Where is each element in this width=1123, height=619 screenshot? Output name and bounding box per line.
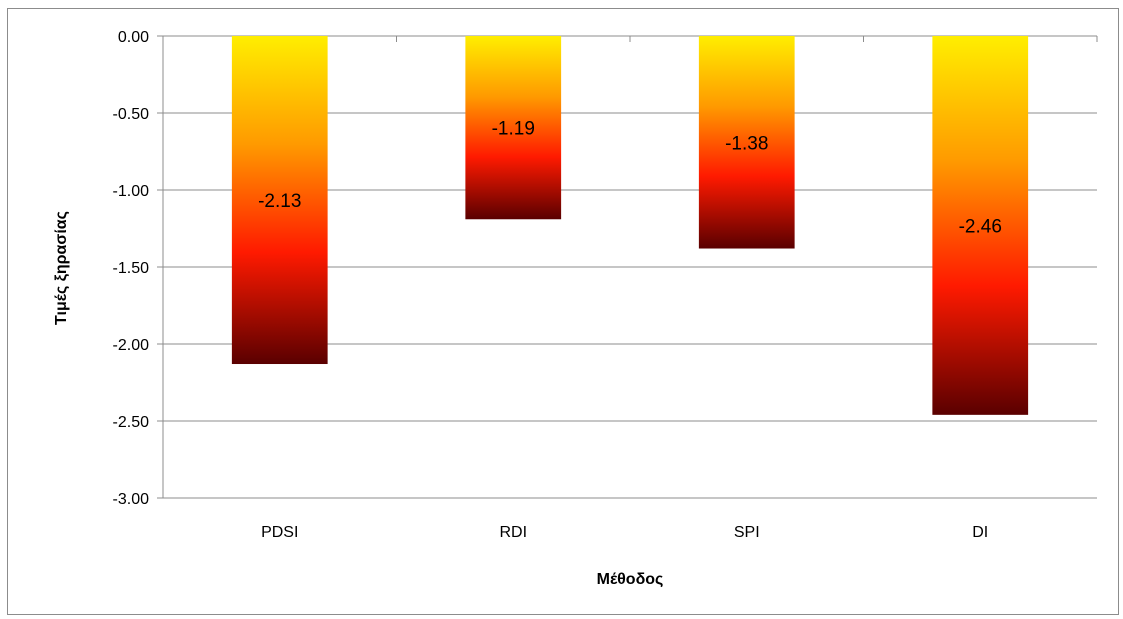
bar xyxy=(932,36,1029,415)
data-label: -1.38 xyxy=(725,133,768,154)
y-tick-label: -0.50 xyxy=(113,106,150,123)
bar xyxy=(698,36,795,249)
y-tick-label: -1.00 xyxy=(113,183,150,200)
bars xyxy=(231,36,1029,415)
x-tick-label: PDSI xyxy=(261,524,298,541)
y-tick-label: -2.00 xyxy=(113,337,150,354)
x-axis-title: Μέθοδος xyxy=(597,571,664,588)
data-label: -2.46 xyxy=(959,216,1002,237)
x-tick-label: SPI xyxy=(734,524,760,541)
data-label: -1.19 xyxy=(492,119,535,140)
y-axis-title: Τιμές ξηρασίας xyxy=(53,211,70,325)
y-tick-label: -3.00 xyxy=(113,491,150,508)
bar xyxy=(231,36,328,365)
x-tick-label: DI xyxy=(972,524,988,541)
data-labels: -2.13 -1.19 -1.38 -2.46 xyxy=(258,119,1002,238)
y-tick-label: -1.50 xyxy=(113,260,150,277)
data-label: -2.13 xyxy=(258,191,301,212)
bar xyxy=(465,36,562,220)
y-tick-label: 0.00 xyxy=(118,29,149,46)
y-tick-labels: 0.00 -0.50 -1.00 -1.50 -2.00 -2.50 -3.00 xyxy=(113,29,150,508)
x-tick-label: RDI xyxy=(499,524,527,541)
y-tick-label: -2.50 xyxy=(113,414,150,431)
x-tick-labels: PDSI RDI SPI DI xyxy=(261,524,988,541)
axes xyxy=(157,35,1098,499)
